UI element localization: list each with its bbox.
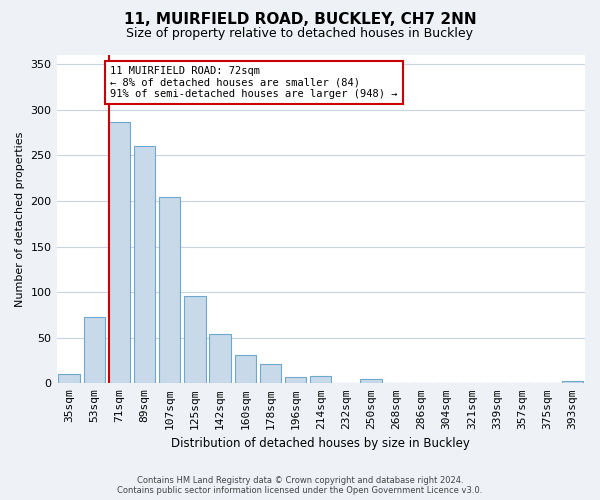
Text: 11 MUIRFIELD ROAD: 72sqm
← 8% of detached houses are smaller (84)
91% of semi-de: 11 MUIRFIELD ROAD: 72sqm ← 8% of detache…	[110, 66, 397, 99]
X-axis label: Distribution of detached houses by size in Buckley: Distribution of detached houses by size …	[172, 437, 470, 450]
Text: 11, MUIRFIELD ROAD, BUCKLEY, CH7 2NN: 11, MUIRFIELD ROAD, BUCKLEY, CH7 2NN	[124, 12, 476, 28]
Bar	[361, 378, 382, 384]
Bar	[209, 334, 231, 384]
Bar	[109, 122, 130, 384]
Text: Contains HM Land Registry data © Crown copyright and database right 2024.
Contai: Contains HM Land Registry data © Crown c…	[118, 476, 482, 495]
Bar	[134, 146, 155, 384]
Bar	[310, 376, 331, 384]
Y-axis label: Number of detached properties: Number of detached properties	[15, 132, 25, 307]
Bar	[235, 355, 256, 384]
Bar	[285, 377, 307, 384]
Bar	[58, 374, 80, 384]
Bar	[83, 316, 105, 384]
Bar	[260, 364, 281, 384]
Text: Size of property relative to detached houses in Buckley: Size of property relative to detached ho…	[127, 28, 473, 40]
Bar	[184, 296, 206, 384]
Bar	[562, 382, 583, 384]
Bar	[159, 198, 181, 384]
